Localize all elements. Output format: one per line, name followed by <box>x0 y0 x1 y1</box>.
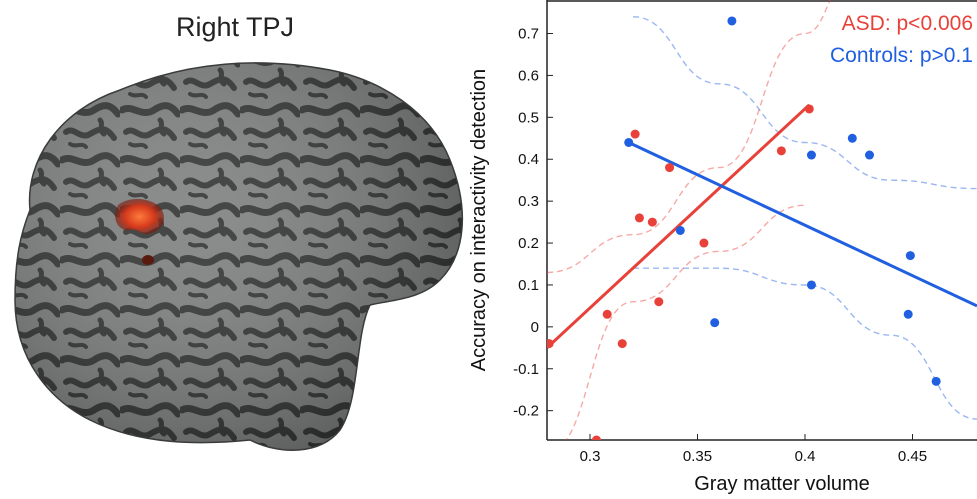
legend-controls: Controls: p>0.1 <box>830 44 973 67</box>
x-tick-label: 0.3 <box>580 448 601 465</box>
controls-point <box>847 133 857 143</box>
asd-fit-line <box>547 103 811 349</box>
y-tick-label: 0.7 <box>518 26 539 43</box>
asd-ci-lower <box>565 204 806 440</box>
asd-point <box>804 104 814 114</box>
x-tick-label: 0.4 <box>795 448 816 465</box>
controls-point <box>806 150 816 160</box>
asd-point <box>654 297 664 307</box>
controls-ci-lower <box>632 267 977 420</box>
asd-point <box>630 129 640 139</box>
controls-fit-line <box>628 141 977 308</box>
controls-point <box>624 137 634 147</box>
asd-point <box>634 213 644 223</box>
asd-point <box>602 309 612 319</box>
y-axis-label: Accuracy on interactivity detection <box>468 69 490 371</box>
controls-ci-upper <box>632 16 977 190</box>
asd-point <box>647 217 657 227</box>
asd-point <box>699 238 709 248</box>
y-tick-label: 0.6 <box>518 67 539 84</box>
controls-point <box>806 280 816 290</box>
brain-panel-title: Right TPJ <box>175 12 295 42</box>
controls-point <box>905 251 915 261</box>
controls-point <box>727 16 737 26</box>
y-tick-label: 0.4 <box>518 151 539 168</box>
controls-point <box>675 225 685 235</box>
controls-point <box>931 376 941 386</box>
y-tick-label: 0.2 <box>518 235 539 252</box>
x-axis-label: Gray matter volume <box>694 473 870 495</box>
asd-point <box>617 339 627 349</box>
asd-ci-upper <box>547 0 832 274</box>
brain-surface-image <box>14 62 464 451</box>
controls-point <box>903 309 913 319</box>
y-tick-label: -0.2 <box>513 403 539 420</box>
asd-point <box>547 339 554 349</box>
y-tick-label: 0.1 <box>518 277 539 294</box>
legend-asd: ASD: p<0.006 <box>842 12 973 35</box>
asd-point <box>665 163 675 173</box>
y-tick-label: 0.3 <box>518 193 539 210</box>
x-tick-label: 0.35 <box>683 448 712 465</box>
y-tick-label: 0 <box>531 319 539 336</box>
controls-point <box>710 318 720 328</box>
asd-point <box>591 435 601 440</box>
asd-point <box>776 146 786 156</box>
y-tick-label: -0.1 <box>513 361 539 378</box>
controls-point <box>865 150 874 160</box>
x-tick-label: 0.45 <box>898 448 927 465</box>
y-tick-label: 0.5 <box>518 109 539 126</box>
